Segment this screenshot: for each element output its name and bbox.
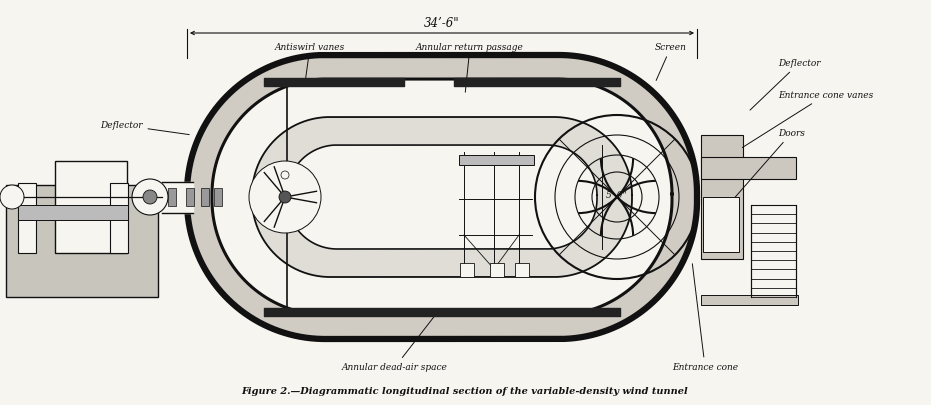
Bar xyxy=(490,263,504,277)
Text: Deflector: Deflector xyxy=(100,121,189,135)
Bar xyxy=(18,183,36,254)
Text: Screen: Screen xyxy=(655,43,687,81)
Text: Antiswirl vanes: Antiswirl vanes xyxy=(275,43,345,81)
Circle shape xyxy=(0,185,24,209)
Bar xyxy=(701,295,798,305)
Text: Deflector: Deflector xyxy=(750,60,820,111)
Bar xyxy=(55,162,127,254)
Text: Exit cone: Exit cone xyxy=(289,191,331,200)
Text: Annular dead-air space: Annular dead-air space xyxy=(342,311,448,371)
Bar xyxy=(703,198,739,252)
Polygon shape xyxy=(187,56,697,339)
Circle shape xyxy=(132,179,168,215)
Polygon shape xyxy=(252,118,632,277)
Bar xyxy=(701,136,743,259)
Text: Annular return passage: Annular return passage xyxy=(416,43,524,93)
Text: 34’-6": 34’-6" xyxy=(425,17,460,30)
Polygon shape xyxy=(287,146,597,249)
Circle shape xyxy=(281,172,289,179)
Bar xyxy=(18,205,128,220)
Bar xyxy=(6,185,158,297)
Polygon shape xyxy=(212,80,672,315)
Bar xyxy=(110,183,128,254)
Circle shape xyxy=(279,192,291,203)
Text: Doors: Doors xyxy=(732,129,805,201)
Bar xyxy=(168,189,176,207)
Circle shape xyxy=(249,162,321,233)
Bar xyxy=(201,189,209,207)
Bar xyxy=(186,189,194,207)
Text: 5’-0": 5’-0" xyxy=(606,191,627,200)
Bar xyxy=(460,263,474,277)
Text: Figure 2.—Diagrammatic longitudinal section of the variable-density wind tunnel: Figure 2.—Diagrammatic longitudinal sect… xyxy=(242,386,688,395)
Bar xyxy=(214,189,222,207)
Bar xyxy=(751,205,796,297)
Circle shape xyxy=(143,190,157,205)
Bar xyxy=(459,156,534,166)
Text: Entrance cone vanes: Entrance cone vanes xyxy=(742,91,873,148)
Text: Entrance cone: Entrance cone xyxy=(672,264,738,371)
Bar xyxy=(701,158,796,179)
Bar xyxy=(515,263,529,277)
